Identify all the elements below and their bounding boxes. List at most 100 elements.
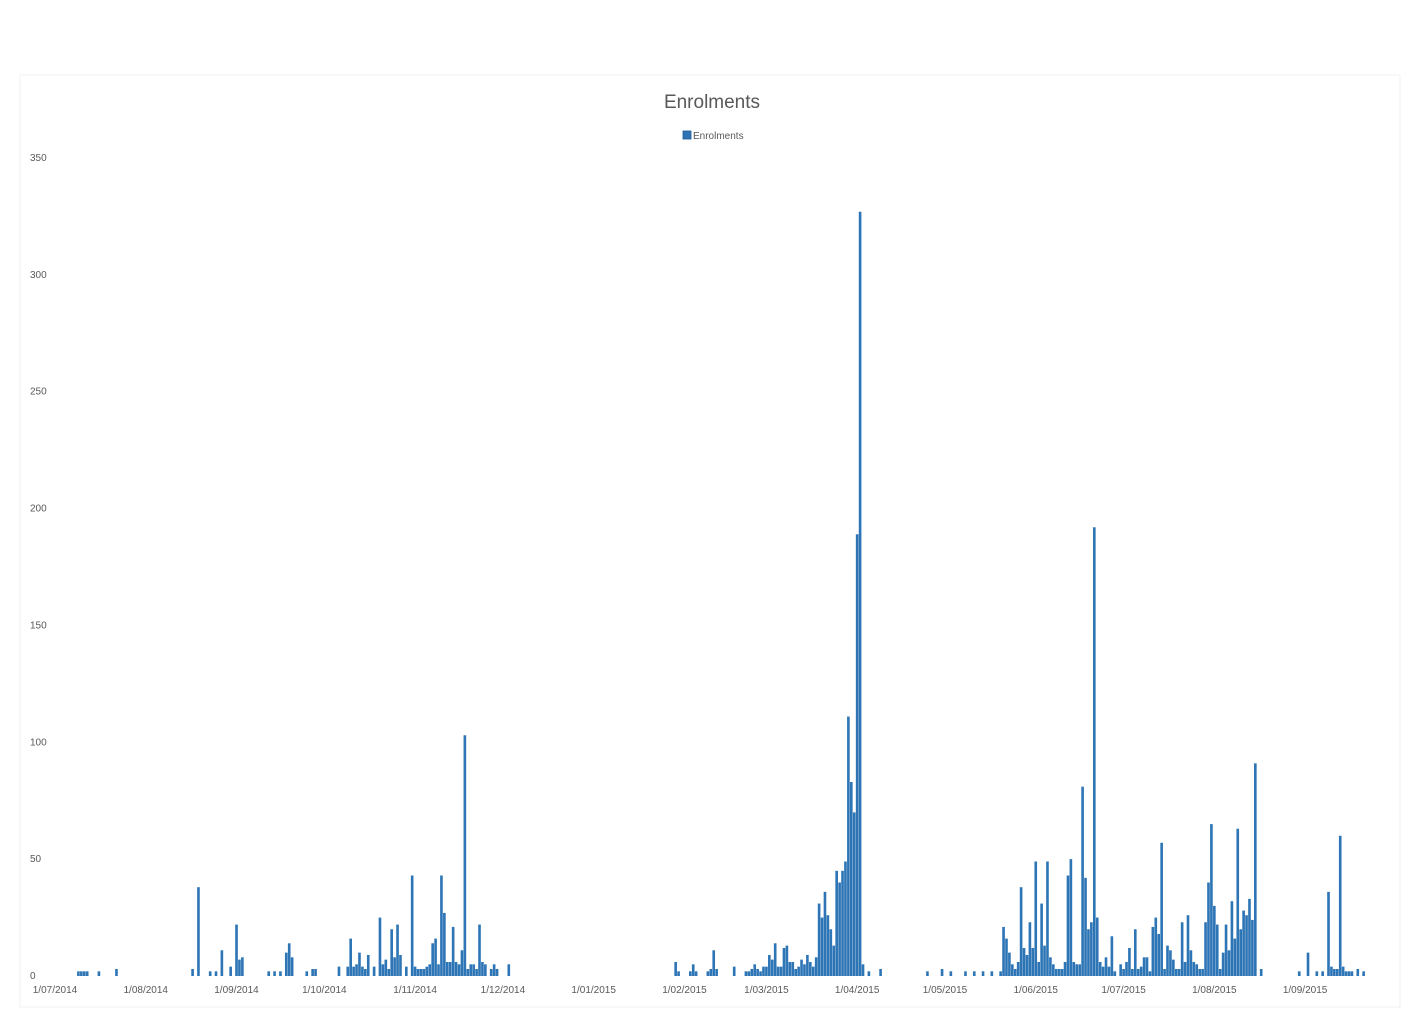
bar — [1198, 968, 1202, 976]
bar — [238, 959, 241, 976]
bar — [1297, 971, 1301, 976]
bar — [214, 971, 218, 976]
bar — [1344, 971, 1348, 976]
bar — [1224, 924, 1228, 976]
bar — [1104, 957, 1108, 976]
bar — [879, 968, 882, 976]
bar — [1169, 950, 1172, 976]
bar — [366, 954, 370, 976]
bar — [1341, 966, 1345, 976]
bar — [744, 971, 748, 976]
bar — [1008, 952, 1011, 976]
bar — [791, 961, 795, 976]
bar — [1189, 950, 1193, 976]
bar — [1060, 968, 1064, 976]
bar — [1002, 926, 1005, 976]
bar — [794, 968, 797, 976]
bar — [1236, 828, 1240, 976]
bar — [1195, 964, 1199, 976]
bar — [191, 968, 194, 976]
bar — [964, 971, 967, 976]
bar — [1157, 933, 1161, 976]
x-tick-label: 1/10/2014 — [302, 985, 347, 996]
bar — [806, 954, 809, 976]
bar — [1139, 966, 1143, 976]
y-tick-label: 300 — [30, 270, 47, 281]
bar — [1034, 861, 1038, 976]
bar — [381, 964, 385, 976]
bar — [1254, 763, 1257, 976]
y-tick-label: 100 — [30, 737, 47, 748]
bar — [472, 964, 475, 976]
bar — [674, 961, 677, 976]
bar — [451, 926, 455, 976]
bar — [800, 959, 803, 976]
bar — [1095, 917, 1099, 976]
bar — [759, 971, 762, 976]
bar — [1081, 786, 1084, 976]
bar — [1063, 961, 1067, 976]
bar — [756, 968, 759, 976]
bar — [850, 782, 853, 976]
x-axis: 1/07/2014 1/08/2014 1/09/2014 1/10/2014 1/11… — [33, 985, 1328, 996]
bar — [926, 971, 929, 976]
bar — [773, 943, 777, 976]
bar — [1122, 968, 1125, 976]
bar — [387, 968, 391, 976]
bar — [1025, 954, 1029, 976]
bar — [454, 961, 458, 976]
bar — [779, 966, 783, 976]
bar — [852, 812, 856, 976]
bar — [1183, 961, 1187, 976]
bar — [709, 968, 713, 976]
bar — [847, 716, 850, 976]
x-tick-label: 1/04/2015 — [835, 985, 880, 996]
bar — [706, 971, 710, 976]
bar — [478, 924, 481, 976]
bar — [463, 735, 467, 976]
bar — [437, 964, 440, 976]
bar — [688, 971, 692, 976]
bar — [803, 964, 806, 976]
bar — [82, 971, 86, 976]
bar — [867, 971, 871, 976]
bar — [1113, 971, 1117, 976]
bar — [273, 971, 276, 976]
bar — [1218, 968, 1222, 976]
bar — [434, 938, 437, 976]
bar — [1057, 968, 1061, 976]
bar — [949, 971, 953, 976]
chart-legend: Enrolments — [682, 130, 744, 142]
bar — [284, 952, 288, 976]
bar — [208, 971, 212, 976]
bar — [691, 964, 695, 976]
bar — [507, 964, 511, 976]
bar — [1125, 961, 1128, 976]
bar — [1133, 929, 1137, 976]
bar — [1174, 968, 1178, 976]
bar — [1177, 968, 1181, 976]
bar — [1251, 919, 1254, 976]
bar — [390, 929, 393, 976]
bar — [419, 968, 423, 976]
y-tick-label: 0 — [30, 971, 36, 982]
bar — [460, 950, 464, 976]
y-tick-label: 50 — [30, 854, 42, 865]
bar — [405, 966, 408, 976]
bar — [425, 966, 429, 976]
y-tick-label: 150 — [30, 620, 47, 631]
bar — [1242, 910, 1245, 976]
bar — [1204, 922, 1207, 976]
bar — [378, 917, 382, 976]
bar — [1160, 842, 1163, 976]
bar — [1136, 968, 1140, 976]
bar — [768, 954, 771, 976]
bar — [416, 968, 420, 976]
bar — [838, 882, 841, 976]
bar — [1151, 926, 1155, 976]
bar — [747, 971, 751, 976]
bar — [235, 924, 238, 976]
bar — [1330, 966, 1333, 976]
